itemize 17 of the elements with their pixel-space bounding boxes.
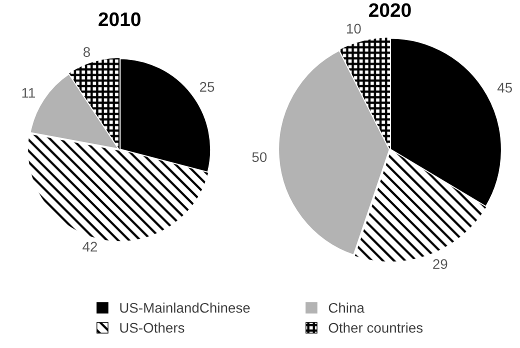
data-label: 10 — [347, 24, 361, 34]
chart-title: 2010 — [98, 12, 140, 26]
data-label: 50 — [252, 152, 267, 162]
pie-slice — [28, 133, 208, 242]
legend-label: US-Others — [120, 322, 184, 333]
legend-label: Other countries — [328, 322, 423, 333]
data-label: 42 — [82, 242, 98, 252]
data-label: 29 — [433, 259, 448, 269]
chart-title: 2020 — [369, 3, 411, 18]
pie-slice — [69, 58, 120, 150]
data-label: 11 — [22, 88, 35, 98]
data-label: 8 — [83, 47, 90, 57]
legend-label: China — [328, 302, 364, 313]
data-label: 25 — [200, 82, 214, 92]
legend-label: US-MainlandChinese — [120, 302, 250, 313]
pie-slice — [339, 38, 390, 150]
data-label: 45 — [497, 82, 512, 93]
